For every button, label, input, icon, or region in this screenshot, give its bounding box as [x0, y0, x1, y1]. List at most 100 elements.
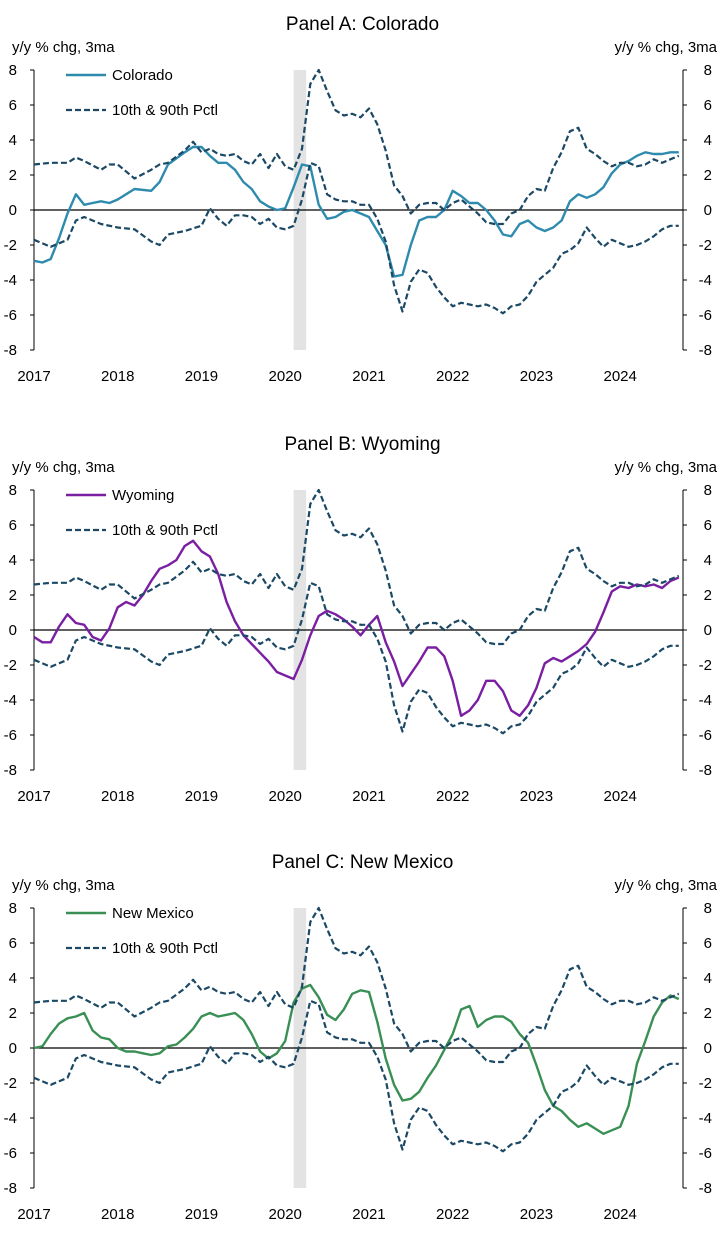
legend-label-state: New Mexico — [112, 905, 194, 922]
state-series-line — [33, 983, 680, 1135]
x-tick-label: 2020 — [269, 788, 302, 805]
y-tick-label-left: -8 — [4, 1180, 17, 1197]
x-tick-label: 2023 — [520, 1206, 553, 1223]
y-tick-label-left: 6 — [9, 517, 17, 534]
chart-title: Panel A: Colorado — [286, 14, 439, 35]
y-tick-label-right: -6 — [699, 727, 712, 744]
y-tick-label-left: 4 — [9, 552, 17, 569]
y-tick-label-left: -8 — [4, 762, 17, 779]
chart-a-svg: Panel A: Colorado y/y % chg, 3ma y/y % chg… — [4, 14, 718, 385]
x-tick-label: 2024 — [604, 368, 637, 385]
x-tick-label: 2017 — [17, 1206, 50, 1223]
y-tick-label-right: -8 — [699, 762, 712, 779]
x-tick-label: 2021 — [352, 368, 385, 385]
y-tick-label-left: 2 — [9, 1005, 17, 1022]
x-tick-label: 2022 — [436, 1206, 469, 1223]
chart-c-svg: Panel C: New Mexico y/y % chg, 3ma y/y % c… — [4, 852, 718, 1223]
y-tick-label-right: 0 — [704, 622, 712, 639]
x-tick-label: 2021 — [352, 1206, 385, 1223]
y-tick-label-left: 0 — [9, 622, 17, 639]
y-tick-label-right: 2 — [704, 167, 712, 184]
legend-label-state: Wyoming — [112, 487, 174, 504]
y-tick-label-left: -8 — [4, 342, 17, 359]
y-tick-label-left: -4 — [4, 692, 17, 709]
y-tick-label-right: 0 — [704, 202, 712, 219]
y-tick-label-left: -2 — [4, 1075, 17, 1092]
legend-label-pctl: 10th & 90th Pctl — [112, 940, 218, 957]
y-tick-label-left: 2 — [9, 587, 17, 604]
y-tick-label-left: 8 — [9, 900, 17, 917]
legend-label-pctl: 10th & 90th Pctl — [112, 522, 218, 539]
legend: New Mexico 10th & 90th Pctl — [66, 905, 218, 957]
panel-c: Panel C: New Mexico y/y % chg, 3ma y/y % c… — [0, 838, 725, 1248]
x-tick-label: 2017 — [17, 788, 50, 805]
legend-label-state: Colorado — [112, 67, 173, 84]
pctl-upper-line — [33, 488, 680, 646]
x-tick-label: 2018 — [101, 788, 134, 805]
y-tick-label-right: -2 — [699, 237, 712, 254]
x-tick-label: 2018 — [101, 1206, 134, 1223]
y-tick-label-right: 8 — [704, 482, 712, 499]
pctl-lower-line — [33, 161, 679, 315]
y-tick-label-right: -6 — [699, 1145, 712, 1162]
y-axis-label-right: y/y % chg, 3ma — [614, 39, 717, 56]
legend: Colorado 10th & 90th Pctl — [66, 67, 218, 119]
x-tick-label: 2023 — [520, 788, 553, 805]
y-tick-label-left: 6 — [9, 935, 17, 952]
x-tick-label: 2020 — [269, 1206, 302, 1223]
x-tick-label: 2022 — [436, 368, 469, 385]
y-tick-label-left: -6 — [4, 1145, 17, 1162]
y-tick-label-right: 8 — [704, 900, 712, 917]
y-tick-label-right: -4 — [699, 692, 712, 709]
y-axis-label-right: y/y % chg, 3ma — [614, 877, 717, 894]
pctl-upper-line — [33, 68, 680, 226]
x-tick-label: 2017 — [17, 368, 50, 385]
y-tick-label-right: -8 — [699, 1180, 712, 1197]
pctl-lower-line — [33, 581, 679, 735]
y-tick-label-left: 6 — [9, 97, 17, 114]
y-tick-label-right: 6 — [704, 935, 712, 952]
y-tick-label-right: -2 — [699, 657, 712, 674]
y-tick-label-right: -8 — [699, 342, 712, 359]
x-tick-label: 2021 — [352, 788, 385, 805]
pctl-upper-line — [33, 906, 680, 1064]
state-series-line — [33, 539, 680, 717]
y-tick-label-left: 8 — [9, 482, 17, 499]
y-tick-label-right: 2 — [704, 1005, 712, 1022]
y-tick-label-right: -4 — [699, 272, 712, 289]
y-tick-label-right: 4 — [704, 552, 712, 569]
y-tick-label-left: -4 — [4, 272, 17, 289]
y-tick-label-left: -6 — [4, 307, 17, 324]
y-tick-label-left: -2 — [4, 657, 17, 674]
legend-label-pctl: 10th & 90th Pctl — [112, 102, 218, 119]
y-tick-label-right: -6 — [699, 307, 712, 324]
x-tick-label: 2019 — [185, 1206, 218, 1223]
x-tick-label: 2022 — [436, 788, 469, 805]
y-tick-label-right: -2 — [699, 1075, 712, 1092]
y-tick-label-left: -2 — [4, 237, 17, 254]
y-tick-label-left: 4 — [9, 132, 17, 149]
y-tick-label-right: 6 — [704, 97, 712, 114]
x-tick-label: 2019 — [185, 368, 218, 385]
panel-b: Panel B: Wyoming y/y % chg, 3ma y/y % chg,… — [0, 420, 725, 830]
x-tick-label: 2023 — [520, 368, 553, 385]
legend: Wyoming 10th & 90th Pctl — [66, 487, 218, 539]
y-tick-label-right: 8 — [704, 62, 712, 79]
y-tick-label-right: -4 — [699, 1110, 712, 1127]
x-tick-label: 2024 — [604, 788, 637, 805]
pctl-lower-line — [33, 999, 679, 1153]
y-tick-label-right: 2 — [704, 587, 712, 604]
chart-title: Panel B: Wyoming — [284, 434, 440, 455]
y-tick-label-right: 4 — [704, 132, 712, 149]
y-axis-label-left: y/y % chg, 3ma — [12, 877, 115, 894]
panel-a: Panel A: Colorado y/y % chg, 3ma y/y % chg… — [0, 0, 725, 410]
y-axis-label-left: y/y % chg, 3ma — [12, 459, 115, 476]
y-axis-label-right: y/y % chg, 3ma — [614, 459, 717, 476]
y-axis-label-left: y/y % chg, 3ma — [12, 39, 115, 56]
y-tick-label-left: 2 — [9, 167, 17, 184]
x-tick-label: 2020 — [269, 368, 302, 385]
state-series-line — [33, 145, 679, 278]
x-tick-label: 2018 — [101, 368, 134, 385]
y-tick-label-right: 4 — [704, 970, 712, 987]
y-tick-label-right: 0 — [704, 1040, 712, 1057]
